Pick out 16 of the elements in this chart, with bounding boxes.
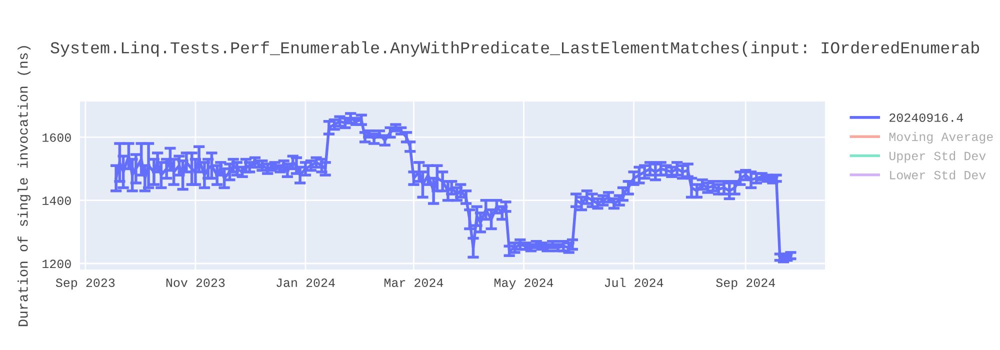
y-tick-label: 1200 [42, 260, 71, 268]
x-tick-label: Mar 2024 [384, 278, 444, 288]
x-tick-label: May 2024 [494, 278, 554, 290]
x-tick-label: Jul 2024 [604, 278, 664, 288]
x-tick-label: Sep 2023 [56, 278, 115, 290]
legend-label: Upper Std Dev [890, 151, 986, 163]
x-tick-label: Jan 2024 [276, 278, 335, 288]
legend-label: Lower Std Dev [890, 170, 986, 180]
y-tick-label: 1600 [42, 133, 71, 142]
x-tick-label: Nov 2023 [166, 278, 225, 288]
legend-label: Moving Average [889, 132, 993, 144]
y-tick-label: 1400 [42, 196, 71, 205]
x-tick-label: Sep 2024 [716, 278, 775, 290]
chart-title: System.Linq.Tests.Perf_Enumerable.AnyWithPredicate_LastElementMatches(input: IOrderedEnumerab [50, 41, 980, 57]
legend-label: 20240916.4 [890, 113, 964, 122]
y-axis-title: Duration of single invocation (ns) [18, 46, 31, 326]
